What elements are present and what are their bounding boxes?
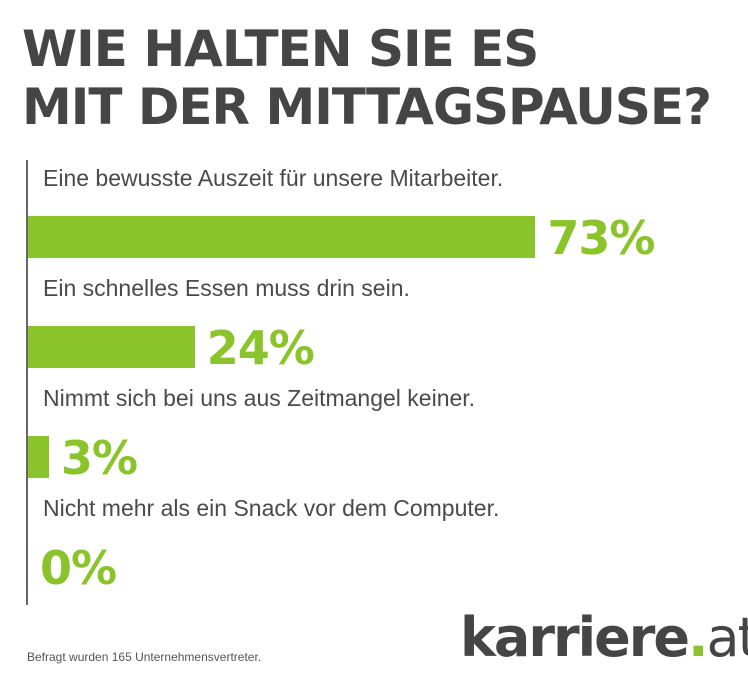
bar	[28, 216, 536, 258]
value-label: 24%	[206, 321, 315, 375]
value-label: 73%	[547, 211, 655, 265]
value-label: 3%	[60, 431, 138, 485]
category-label: Ein schnelles Essen muss drin sein.	[43, 275, 410, 301]
bar	[28, 436, 49, 478]
value-label: 0%	[40, 541, 117, 595]
category-label: Nimmt sich bei uns aus Zeitmangel keiner…	[43, 385, 476, 411]
bar	[28, 326, 195, 368]
footnote: Befragt wurden 165 Unternehmensvertreter…	[27, 650, 262, 664]
category-label: Eine bewusste Auszeit für unsere Mitarbe…	[43, 165, 504, 191]
karriere-logo: karriere.at	[460, 606, 748, 669]
y-axis-line	[26, 160, 28, 605]
category-label: Nicht mehr als ein Snack vor dem Compute…	[43, 495, 500, 521]
chart-title: WIE HALTEN SIE ES MIT DER MITTAGSPAUSE?	[22, 20, 712, 136]
